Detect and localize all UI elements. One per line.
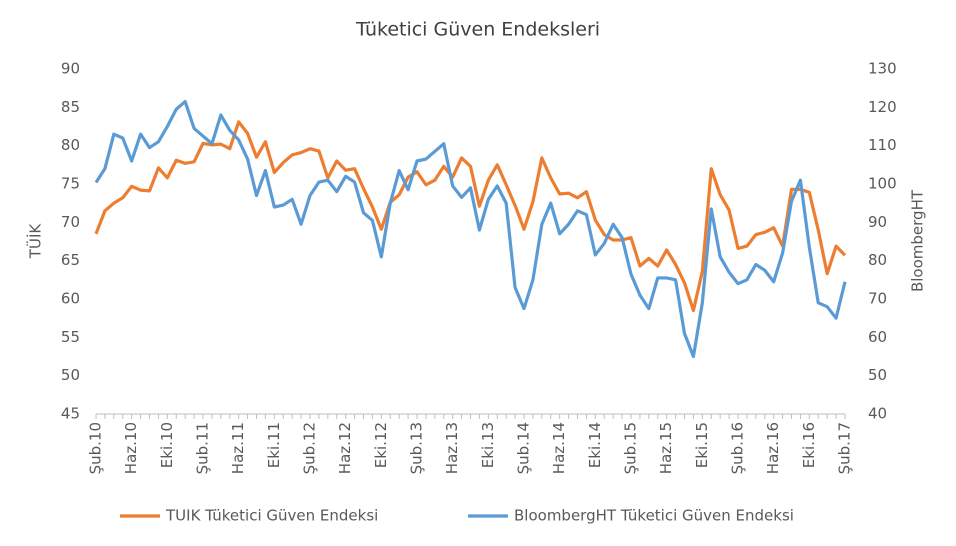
- x-tick-label: Şub.11: [194, 422, 212, 474]
- x-tick-label: Eki.14: [586, 422, 604, 468]
- x-tick-label: Şub.16: [729, 422, 747, 474]
- y-tick-label: 70: [61, 213, 80, 231]
- y2-tick-label: 100: [868, 175, 897, 193]
- x-tick-label: Eki.15: [693, 422, 711, 468]
- y2-axis-title: BloombergHT: [909, 189, 927, 292]
- x-tick-label: Şub.17: [836, 422, 854, 474]
- y2-tick-label: 90: [868, 213, 887, 231]
- y-axis-title: TÜİK: [26, 223, 45, 260]
- y-tick-label: 45: [61, 405, 80, 423]
- x-tick-label: Eki.16: [800, 422, 818, 468]
- y-tick-label: 55: [61, 328, 80, 346]
- y2-tick-label: 120: [868, 98, 897, 116]
- chart-title: Tüketici Güven Endeksleri: [355, 19, 600, 41]
- legend-label: TUIK Tüketici Güven Endeksi: [165, 507, 378, 525]
- y-tick-label: 80: [61, 136, 80, 154]
- y-tick-label: 90: [61, 60, 80, 78]
- x-tick-label: Eki.12: [372, 422, 390, 468]
- x-tick-label: Eki.13: [479, 422, 497, 468]
- x-tick-label: Haz.16: [764, 422, 782, 474]
- y-tick-label: 60: [61, 290, 80, 308]
- y2-tick-label: 50: [868, 366, 887, 384]
- x-tick-label: Şub.10: [87, 422, 105, 474]
- x-tick-label: Şub.15: [622, 422, 640, 474]
- x-tick-label: Şub.12: [301, 422, 319, 474]
- y-tick-label: 50: [61, 366, 80, 384]
- y2-tick-label: 40: [868, 405, 887, 423]
- series-line: [94, 120, 847, 313]
- x-tick-label: Haz.12: [336, 422, 354, 474]
- x-tick-label: Haz.14: [550, 422, 568, 474]
- x-tick-label: Şub.14: [515, 422, 533, 474]
- x-tick-label: Eki.10: [158, 422, 176, 468]
- y-tick-label: 85: [61, 98, 80, 116]
- y2-tick-label: 80: [868, 251, 887, 269]
- y2-tick-label: 110: [868, 136, 897, 154]
- x-tick-label: Haz.15: [657, 422, 675, 474]
- legend-label: BloombergHT Tüketici Güven Endeksi: [514, 507, 794, 525]
- y2-tick-label: 70: [868, 290, 887, 308]
- x-tick-label: Şub.13: [408, 422, 426, 474]
- y-tick-label: 75: [61, 175, 80, 193]
- x-tick-label: Haz.10: [122, 422, 140, 474]
- y-tick-label: 65: [61, 251, 80, 269]
- x-tick-label: Haz.11: [229, 422, 247, 474]
- x-tick-label: Haz.13: [443, 422, 461, 474]
- y2-tick-label: 130: [868, 60, 897, 78]
- y2-tick-label: 60: [868, 328, 887, 346]
- x-tick-label: Eki.11: [265, 422, 283, 468]
- series-line: [94, 99, 847, 359]
